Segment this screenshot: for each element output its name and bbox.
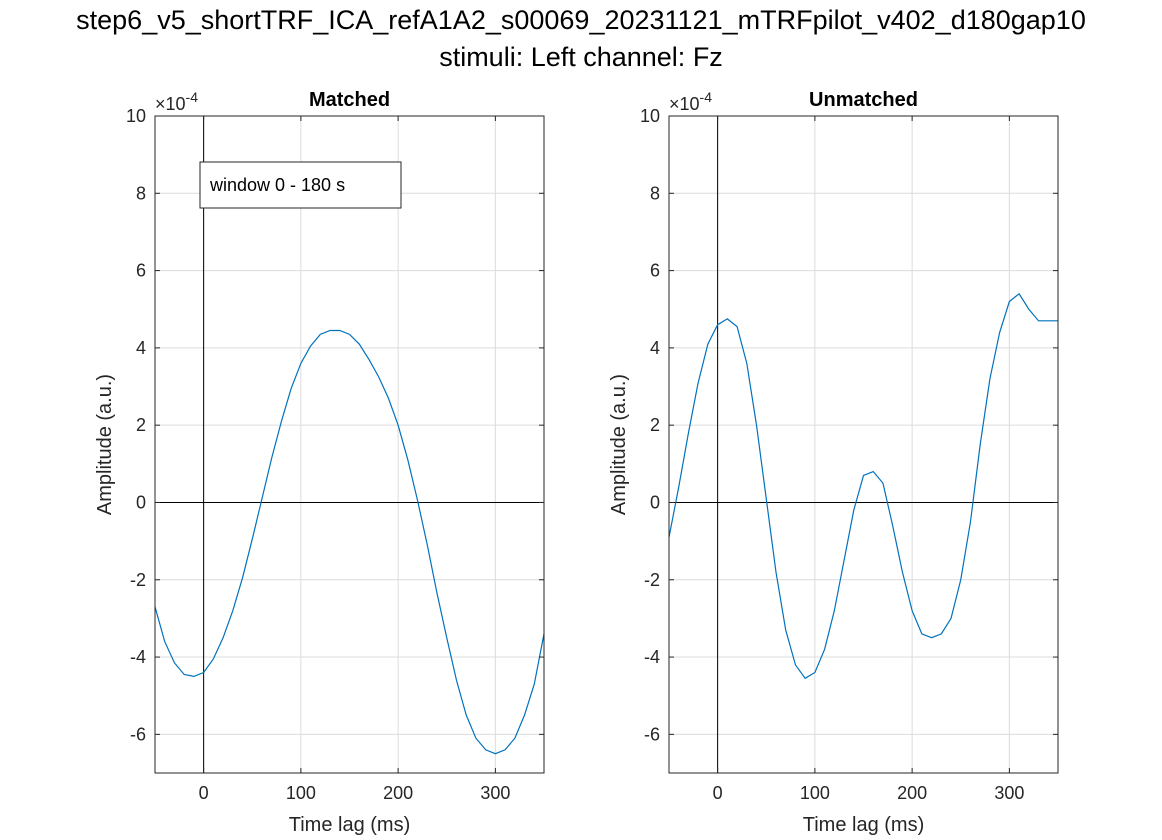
y-tick-label: -4: [644, 647, 660, 667]
axes-frame: [154, 115, 545, 774]
y-tick-label: -4: [130, 647, 146, 667]
y-tick-label: 8: [650, 183, 660, 203]
axes-unmatched: 0 100 200 300 -6 -4 -2 0 2 4 6 8 10 ×10-4 Unmatched Tim…: [608, 89, 1059, 836]
axes-title: Unmatched: [809, 89, 918, 111]
series-line: [154, 329, 545, 755]
y-axis-label: Amplitude (a.u.): [608, 374, 630, 515]
x-tick-label: 200: [897, 783, 927, 803]
annotation-box: [199, 161, 402, 209]
plot-area: [669, 116, 1058, 773]
y-exponent-label: ×10-4: [155, 89, 198, 114]
x-tick-label: 300: [994, 783, 1024, 803]
axes-title: Matched: [309, 89, 390, 111]
x-tick-label: 100: [800, 783, 830, 803]
y-tick-label: 8: [136, 183, 146, 203]
y-axis-label: Amplitude (a.u.): [94, 374, 116, 515]
x-axis-label: Time lag (ms): [803, 814, 924, 836]
annotation-text: window 0 - 180 s: [209, 175, 345, 195]
y-tick-label: 10: [640, 106, 660, 126]
y-tick-label: -6: [130, 724, 146, 744]
y-tick-label: -2: [644, 570, 660, 590]
x-tick-label: 100: [286, 783, 316, 803]
axes-matched: 0 100 200 300 -6 -4 -2 0 2 4 6 8 10 ×10-4 Matched Time …: [94, 89, 545, 836]
y-tick-label: -6: [644, 724, 660, 744]
x-tick-label: 0: [713, 783, 723, 803]
y-tick-label: 6: [650, 261, 660, 281]
x-axis-label: Time lag (ms): [289, 814, 410, 836]
plot-area: [155, 116, 544, 773]
y-tick-label: 2: [650, 415, 660, 435]
y-tick-label: 4: [650, 338, 660, 358]
y-tick-label: 10: [126, 106, 146, 126]
y-tick-label: 2: [136, 415, 146, 435]
axes-frame: [668, 115, 1059, 774]
y-tick-label: -2: [130, 570, 146, 590]
y-tick-label: 6: [136, 261, 146, 281]
y-exponent-label: ×10-4: [669, 89, 712, 114]
x-tick-label: 200: [383, 783, 413, 803]
y-tick-label: 4: [136, 338, 146, 358]
x-tick-label: 300: [480, 783, 510, 803]
series-line: [668, 292, 1058, 680]
figure-title-line2: stimuli: Left channel: Fz: [439, 42, 723, 72]
figure-title-line1: step6_v5_shortTRF_ICA_refA1A2_s00069_202…: [76, 5, 1086, 35]
y-tick-label: 0: [136, 492, 146, 512]
y-tick-label: 0: [650, 492, 660, 512]
x-tick-label: 0: [199, 783, 209, 803]
